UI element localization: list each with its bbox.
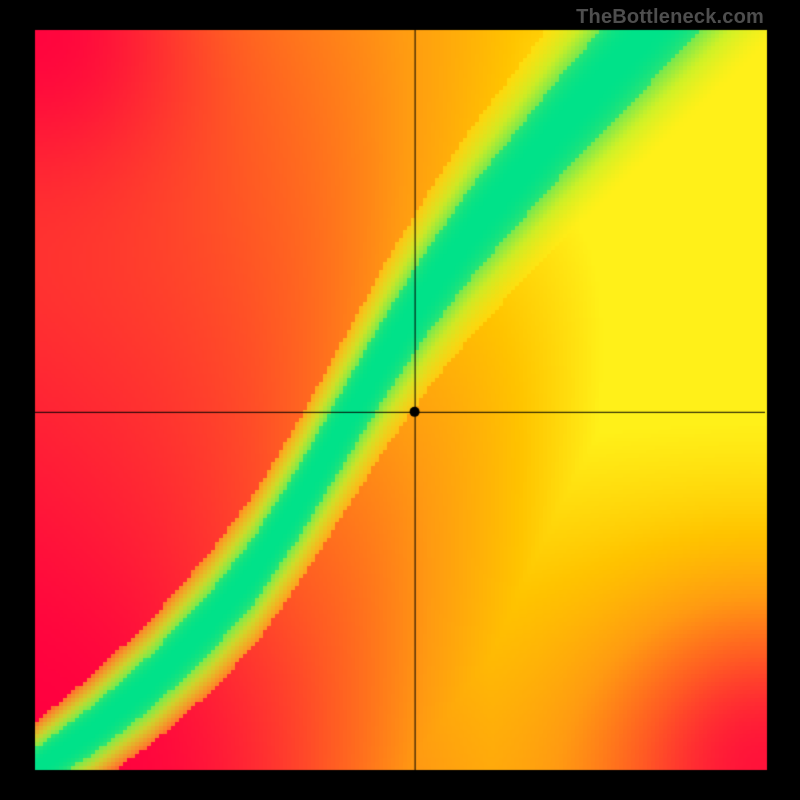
watermark-text: TheBottleneck.com	[576, 6, 764, 29]
bottleneck-heatmap	[0, 0, 800, 800]
chart-container: TheBottleneck.com	[0, 0, 800, 800]
